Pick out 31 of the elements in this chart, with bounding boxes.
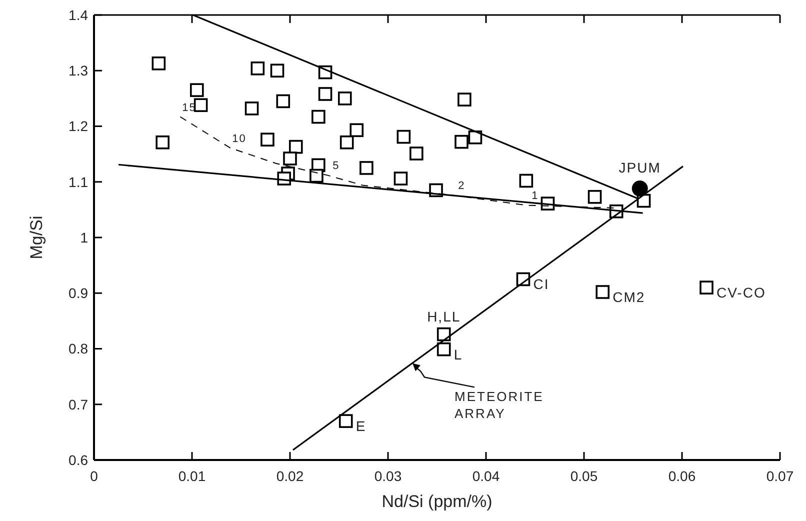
x-tick-label: 0	[90, 468, 98, 484]
data-label: H,LL	[427, 308, 461, 324]
x-tick-label: 0.02	[276, 468, 304, 484]
x-tick-label: 0.03	[374, 468, 402, 484]
data-label: CV-CO	[716, 284, 766, 301]
annotation: 1	[532, 190, 539, 202]
x-tick-label: 0.01	[178, 468, 206, 484]
y-tick-label: 0.9	[68, 285, 88, 302]
annotation: 5	[332, 160, 340, 172]
y-tick-label: 0.7	[68, 396, 88, 412]
data-label: JPUM	[618, 160, 661, 176]
y-tick-label: 1	[80, 229, 88, 246]
y-tick-label: 1.4	[68, 6, 88, 23]
x-tick-label: 0.06	[668, 468, 696, 484]
annotation: METEORITE ARRAY	[454, 389, 544, 422]
annotation: 10	[232, 132, 246, 145]
x-axis-title: Nd/Si (ppm/%)	[382, 492, 492, 511]
y-tick-label: 1.2	[68, 118, 88, 134]
x-tick-label: 0.05	[570, 468, 598, 484]
y-tick-label: 0.6	[68, 452, 88, 468]
y-tick-label: 1.3	[68, 62, 88, 79]
data-label: CI	[533, 276, 550, 292]
y-tick-label: 0.8	[68, 340, 88, 357]
annotation: 2	[458, 180, 466, 192]
x-tick-label: 0.04	[472, 468, 500, 484]
data-label: E	[356, 418, 366, 434]
y-axis-title: Mg/Si	[27, 216, 46, 260]
y-tick-label: 1.1	[68, 174, 88, 190]
data-label: L	[454, 346, 463, 362]
data-label: CM2	[612, 289, 646, 306]
x-tick-label: 0.07	[766, 468, 794, 484]
